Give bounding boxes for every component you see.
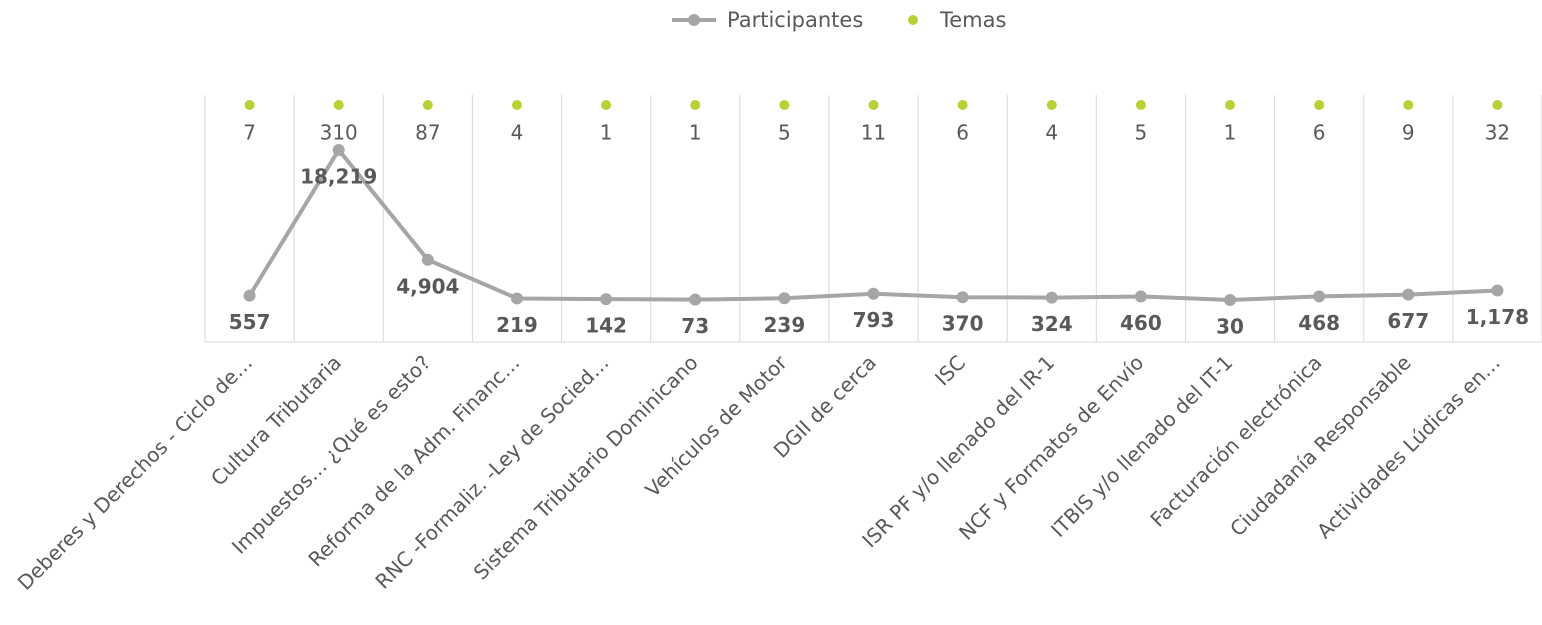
temas-marker [1492,100,1503,110]
data-label: 7 [243,121,256,145]
data-label: 5 [778,121,791,145]
temas-marker [779,100,790,110]
data-label: 239 [763,313,805,337]
data-label: 219 [496,313,538,337]
temas-marker [1314,100,1325,110]
temas-marker [511,100,522,110]
data-label: 11 [861,121,886,145]
legend-label: Participantes [727,8,863,32]
x-tick-label: Ciudadanía Responsable [1225,350,1416,541]
data-label: 30 [1216,315,1244,339]
participantes-marker [956,291,969,304]
x-tick-label: ISC [930,350,970,390]
data-label: 310 [320,121,358,145]
temas-marker [957,100,968,110]
participantes-marker [1402,288,1415,301]
data-label: 4 [1045,121,1058,145]
data-label: 142 [585,314,627,338]
data-label: 324 [1031,312,1073,336]
data-label: 557 [229,310,271,334]
x-tick-label: Actividades Lúdicas en… [1312,350,1505,543]
data-label: 6 [1313,121,1326,145]
participantes-marker [689,293,702,306]
data-label: 4,904 [396,274,459,298]
participantes-marker [332,144,345,156]
temas-marker [690,100,701,110]
legend-label: Temas [939,8,1006,32]
x-tick-label: ISR PF y/o llenado del IR-1 [857,350,1059,552]
participantes-marker [1224,294,1237,306]
participantes-marker [1491,284,1504,297]
data-label: 32 [1485,121,1510,145]
legend-marker [688,14,700,26]
temas-marker [868,100,879,110]
temas-marker [1225,100,1236,110]
temas-marker [244,100,255,110]
x-tick-label: NCF y Formatos de Envío [954,350,1148,544]
participantes-marker [1134,290,1147,303]
data-label: 468 [1298,311,1340,335]
participantes-marker [867,287,880,300]
participantes-marker [600,293,613,306]
data-label: 1 [689,121,702,145]
data-label: 793 [853,308,895,332]
data-label: 5 [1135,121,1148,145]
participantes-marker [510,292,523,305]
participantes-marker [243,289,256,302]
data-label: 677 [1387,309,1429,333]
data-label: 4 [511,121,524,145]
temas-marker [333,100,344,110]
data-label: 370 [942,312,984,336]
participantes-marker [1313,290,1326,303]
temas-marker [1135,100,1146,110]
legend-marker [908,15,918,25]
data-label: 1 [600,121,613,145]
x-tick-label: ITBIS y/o llenado del IT-1 [1046,350,1237,541]
data-label: 460 [1120,311,1162,335]
data-label: 18,219 [300,165,377,189]
data-label: 9 [1402,121,1415,145]
data-label: 1,178 [1466,305,1529,329]
data-label: 1 [1224,121,1237,145]
participantes-marker [421,253,434,266]
data-label: 73 [681,314,709,338]
participantes-marker [1045,291,1058,304]
temas-marker [1403,100,1414,110]
temas-marker [601,100,612,110]
data-label: 6 [956,121,969,145]
x-tick-label: Facturación electrónica [1145,350,1326,531]
temas-marker [422,100,433,110]
temas-marker [1046,100,1057,110]
data-label: 87 [415,121,440,145]
participantes-marker [778,292,791,305]
